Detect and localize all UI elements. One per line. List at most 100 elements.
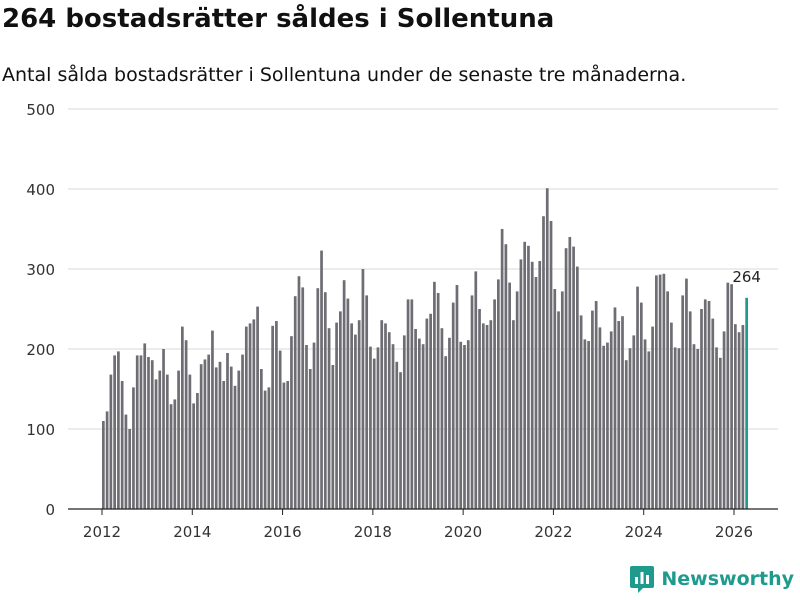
bar xyxy=(478,309,481,509)
x-tick-label: 2018 xyxy=(354,523,392,541)
bar xyxy=(267,387,271,509)
bar xyxy=(278,350,282,509)
bar xyxy=(643,339,647,509)
bar xyxy=(655,275,658,509)
bar xyxy=(346,298,350,509)
bar xyxy=(519,259,523,509)
bar xyxy=(271,325,274,509)
bar xyxy=(320,250,323,509)
bar xyxy=(222,381,226,509)
bar xyxy=(504,244,508,509)
bar xyxy=(384,323,387,509)
bar xyxy=(734,324,737,509)
bar xyxy=(512,320,515,509)
bar xyxy=(576,266,579,509)
bar xyxy=(421,344,425,509)
bar xyxy=(293,296,297,509)
bar xyxy=(707,301,711,509)
bar xyxy=(632,335,636,509)
bar xyxy=(560,291,564,509)
bar xyxy=(700,309,703,509)
bar xyxy=(248,323,252,509)
x-tick-label: 2012 xyxy=(83,523,121,541)
bar xyxy=(361,269,365,509)
x-tick-label: 2024 xyxy=(625,523,663,541)
bar xyxy=(497,279,500,509)
bar xyxy=(143,343,147,509)
bar xyxy=(312,342,316,509)
bar xyxy=(587,341,590,509)
bar xyxy=(440,328,444,509)
bar xyxy=(527,245,530,510)
bar xyxy=(583,339,587,509)
bar xyxy=(572,246,575,509)
bar xyxy=(444,356,448,509)
x-tick-label: 2016 xyxy=(263,523,301,541)
bar xyxy=(459,341,463,509)
x-tick-label: 2014 xyxy=(173,523,211,541)
bar xyxy=(722,331,726,509)
bar xyxy=(500,229,504,509)
bar xyxy=(376,347,380,509)
bar xyxy=(481,323,485,509)
bar xyxy=(715,347,718,509)
bar xyxy=(429,313,432,509)
chart-subtitle: Antal sålda bostadsrätter i Sollentuna u… xyxy=(2,64,687,86)
bar xyxy=(102,421,105,509)
bar xyxy=(150,360,154,509)
bar xyxy=(624,360,628,509)
bar xyxy=(726,282,730,509)
bar xyxy=(523,241,527,510)
bar xyxy=(414,329,417,509)
bar xyxy=(162,349,165,509)
bar xyxy=(218,361,222,509)
bar xyxy=(474,271,478,509)
bar xyxy=(418,338,421,509)
bar xyxy=(688,311,692,509)
bar xyxy=(455,285,459,509)
bar xyxy=(433,281,436,509)
bar xyxy=(207,354,211,509)
bar xyxy=(463,345,466,509)
bar xyxy=(542,216,545,509)
bar xyxy=(493,299,496,509)
bar xyxy=(515,291,519,509)
bar xyxy=(199,364,203,509)
bar xyxy=(109,374,113,509)
bar xyxy=(154,379,158,509)
bar xyxy=(538,261,542,509)
bar xyxy=(380,320,384,509)
bar xyxy=(602,345,606,509)
bar xyxy=(395,361,399,509)
bar xyxy=(628,348,632,509)
bar xyxy=(203,359,207,509)
bar xyxy=(316,288,320,509)
bar xyxy=(165,374,169,509)
y-tick-label: 300 xyxy=(26,261,55,279)
bar xyxy=(711,318,715,509)
x-tick-label: 2022 xyxy=(534,523,572,541)
bar xyxy=(192,403,195,509)
bar xyxy=(485,325,489,509)
bar xyxy=(139,355,143,509)
brand-name: Newsworthy xyxy=(661,568,794,590)
bar xyxy=(406,299,410,509)
bar xyxy=(425,318,429,509)
bar xyxy=(670,322,673,509)
bar xyxy=(229,366,233,509)
bar xyxy=(410,299,414,509)
bar xyxy=(564,248,568,509)
bar xyxy=(181,326,184,509)
bar xyxy=(658,274,662,509)
latest-value-label: 264 xyxy=(732,268,761,286)
newsworthy-logo-icon xyxy=(630,566,655,593)
bar xyxy=(124,414,128,509)
bar xyxy=(666,291,669,509)
bar xyxy=(557,311,560,509)
bar xyxy=(579,315,583,509)
bar xyxy=(357,320,361,509)
bar xyxy=(135,355,139,509)
bar xyxy=(737,332,741,509)
bar xyxy=(211,330,214,509)
